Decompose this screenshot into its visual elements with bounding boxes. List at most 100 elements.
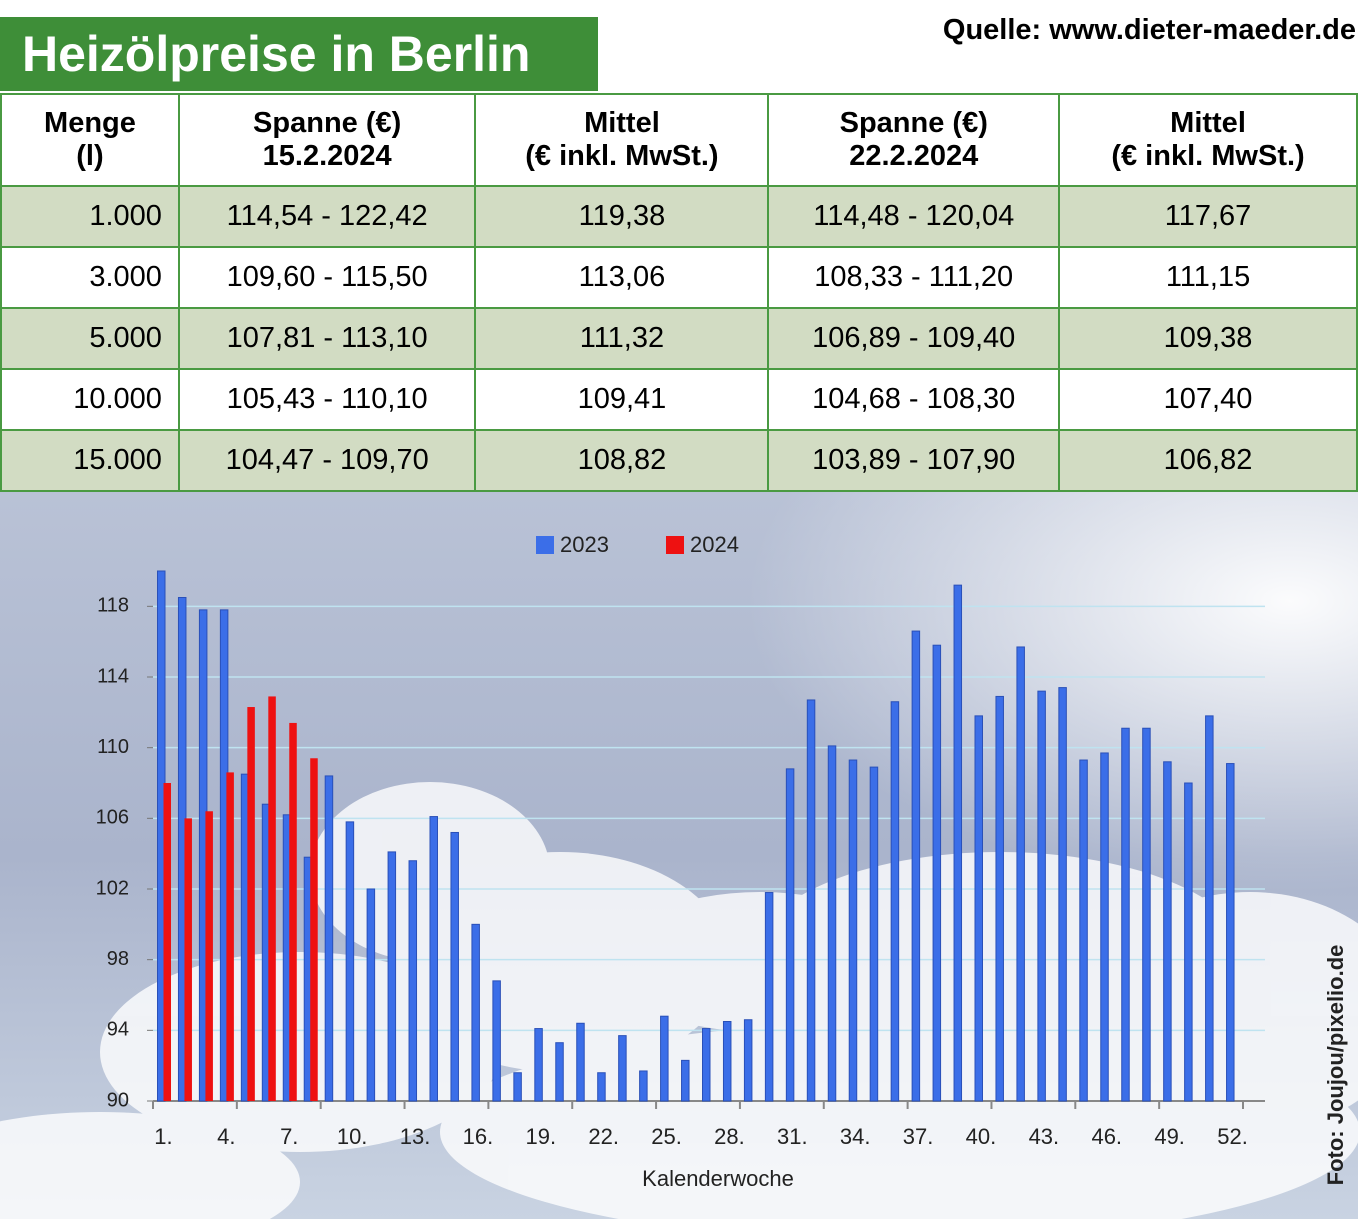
table-cell: 10.000 (0, 368, 180, 431)
bar (618, 1035, 627, 1102)
bar (534, 1028, 543, 1102)
x-tick-label: 13. (400, 1124, 431, 1149)
y-tick-label: 118 (97, 595, 129, 617)
table-cell: 106,82 (1058, 429, 1358, 492)
bar (268, 696, 276, 1101)
bar (995, 695, 1004, 1102)
bar (184, 818, 192, 1101)
bar (555, 1042, 564, 1102)
table-cell: 108,33 - 111,20 (767, 246, 1061, 309)
table-cell: 104,47 - 109,70 (177, 429, 477, 492)
table-cell: 104,68 - 108,30 (767, 368, 1061, 431)
bar (471, 923, 480, 1102)
bar (366, 888, 376, 1102)
y-tick-label: 106 (96, 807, 129, 829)
y-tick-label: 90 (107, 1089, 129, 1111)
table-row: 3.000 109,60 - 115,50 113,06 108,33 - 111,2… (0, 246, 1358, 309)
x-tick-label: 52. (1217, 1124, 1248, 1149)
x-tick-label: 31. (777, 1124, 808, 1149)
bar (1079, 759, 1088, 1102)
bar (681, 1059, 690, 1102)
legend-swatch (666, 536, 684, 554)
chart: Kalenderwoche Foto: Joujou/pixelio.de 90… (0, 492, 1358, 1219)
x-tick-label: 16. (463, 1124, 494, 1149)
bar (1184, 782, 1193, 1102)
table-row: 10.000 105,43 - 110,10 109,41 104,68 - 108,… (0, 368, 1358, 431)
bar (597, 1072, 606, 1102)
table-cell: 111,15 (1058, 246, 1358, 309)
table-cell: 113,06 (474, 246, 770, 309)
bar (932, 644, 942, 1102)
bar (408, 860, 418, 1102)
bar (660, 1015, 669, 1102)
x-tick-label: 22. (588, 1124, 619, 1149)
header-line: 15.2.2024 (262, 140, 392, 172)
header-cell: Mittel (€ inkl. MwSt.) (1058, 93, 1358, 187)
bar (163, 783, 171, 1101)
bar (289, 722, 297, 1101)
header-line: Mittel (584, 107, 660, 139)
header-line: (€ inkl. MwSt.) (1111, 140, 1305, 172)
table-cell: 15.000 (0, 429, 180, 492)
x-tick-label: 19. (525, 1124, 556, 1149)
y-tick-label: 102 (96, 877, 129, 899)
x-tick-label: 49. (1154, 1124, 1185, 1149)
bar (429, 816, 438, 1102)
x-tick-label: 10. (337, 1124, 368, 1149)
table-cell: 107,40 (1058, 368, 1358, 431)
x-tick-label: 37. (903, 1124, 934, 1149)
header-line: 22.2.2024 (849, 140, 979, 172)
bar (911, 630, 921, 1102)
bar (324, 775, 334, 1102)
table-cell: 114,48 - 120,04 (767, 185, 1061, 248)
table-row: 5.000 107,81 - 113,10 111,32 106,89 - 109,4… (0, 307, 1358, 370)
source: Quelle: www.dieter-maeder.de (942, 14, 1356, 46)
bar (1205, 715, 1214, 1102)
x-tick-label: 7. (280, 1124, 298, 1149)
bar (743, 1019, 753, 1102)
bar (827, 745, 837, 1102)
bar (1037, 690, 1046, 1102)
bar (722, 1021, 732, 1102)
y-tick-label: 94 (107, 1019, 129, 1041)
header-cell: Spanne (€) 15.2.2024 (177, 93, 477, 187)
legend-label: 2023 (560, 532, 609, 557)
bar (247, 707, 255, 1101)
bar (492, 980, 501, 1102)
bar (205, 811, 213, 1101)
bar (953, 584, 963, 1102)
table-cell: 105,43 - 110,10 (177, 368, 477, 431)
bar (345, 821, 355, 1102)
bar (1100, 752, 1109, 1102)
y-tick-label: 114 (97, 665, 129, 687)
bar (869, 766, 879, 1102)
x-tick-label: 40. (966, 1124, 997, 1149)
table-cell: 106,89 - 109,40 (767, 307, 1061, 370)
header-row: Menge (l) Spanne (€) 15.2.2024 Mittel (€ inkl… (0, 93, 1358, 187)
bar (764, 892, 774, 1102)
table-cell: 5.000 (0, 307, 180, 370)
table-cell: 114,54 - 122,42 (177, 185, 477, 248)
y-tick-label: 110 (97, 736, 129, 758)
x-axis-label: Kalenderwoche (642, 1166, 794, 1191)
price-table: Menge (l) Spanne (€) 15.2.2024 Mittel (€ inkl… (0, 93, 1358, 492)
bar (310, 758, 318, 1101)
table-cell: 117,67 (1058, 185, 1358, 248)
x-tick-label: 28. (714, 1124, 745, 1149)
table-cell: 111,32 (474, 307, 770, 370)
table-cell: 109,60 - 115,50 (177, 246, 477, 309)
table-row: 15.000 104,47 - 109,70 108,82 103,89 - 107,… (0, 429, 1358, 492)
bar (513, 1072, 522, 1102)
bar (806, 699, 816, 1102)
photo-credit: Foto: Joujou/pixelio.de (1323, 945, 1348, 1186)
bar (1163, 761, 1172, 1102)
x-tick-label: 25. (651, 1124, 682, 1149)
table-cell: 109,38 (1058, 307, 1358, 370)
header-line: Mittel (1170, 107, 1246, 139)
title: Heizölpreise in Berlin (0, 17, 598, 91)
bar (1016, 646, 1025, 1102)
x-tick-label: 43. (1029, 1124, 1060, 1149)
bar (974, 715, 983, 1102)
table-cell: 108,82 (474, 429, 770, 492)
